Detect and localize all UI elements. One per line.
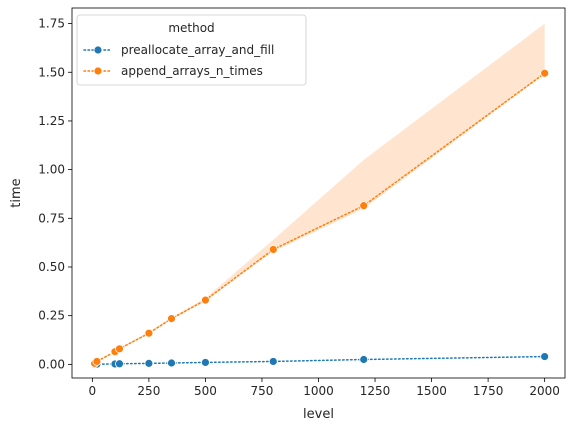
data-point [144,328,154,338]
series-line-append_arrays_n_times [93,72,546,365]
x-tick-label: 250 [137,384,160,398]
data-point [540,352,550,361]
data-point [167,314,176,324]
data-point [115,344,124,354]
y-tick-label: 0.00 [38,357,65,371]
axes: 0 250 500 750 1000 1250 1500 1750 2000 0.00 0.25 0.… [9,7,566,422]
data-point [359,355,369,364]
x-tick-label: 1000 [303,384,334,398]
legend-marker-append_arrays_n_times [93,66,103,76]
legend-marker-preallocate_array_and_fill [93,45,103,55]
data-point [167,358,176,368]
x-tick-label: 1250 [360,384,391,398]
data-point [92,357,102,366]
data-point [268,357,278,366]
x-tick-label: 500 [194,384,217,398]
legend-box [76,14,307,86]
series-line-preallocate_array_and_fill [93,355,546,366]
plot-area [90,23,550,369]
confidence-band-append_arrays_n_times [94,23,545,364]
data-point [201,358,210,367]
x-tick-label: 750 [251,384,274,398]
data-point [115,359,124,369]
legend-label-append_arrays_n_times: append_arrays_n_times [121,64,263,78]
data-point [268,245,278,254]
data-point [540,68,550,78]
x-tick-label: 1500 [416,384,447,398]
y-tick-label: 0.25 [38,309,65,323]
data-point [144,358,154,368]
data-point [201,295,210,305]
y-tick-label: 1.50 [38,65,65,79]
y-tick-label: 0.75 [38,211,65,225]
legend-title: method [168,21,214,35]
x-tick-label: 1750 [473,384,504,398]
data-point [359,201,369,211]
legend: method preallocate_array_and_fill append_a… [76,14,307,86]
x-axis-label: level [303,407,334,422]
x-tick-label: 2000 [529,384,560,398]
y-tick-label: 1.25 [38,114,65,128]
legend-label-preallocate_array_and_fill: preallocate_array_and_fill [121,43,274,57]
y-tick-label: 0.50 [38,260,65,274]
x-tick-label: 0 [89,384,97,398]
y-axis-label: time [9,178,24,207]
y-tick-label: 1.00 [38,163,65,177]
y-tick-label: 1.75 [38,17,65,31]
